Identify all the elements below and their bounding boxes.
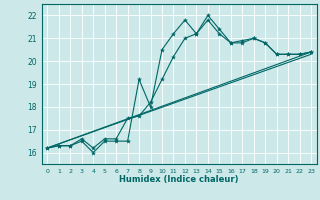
X-axis label: Humidex (Indice chaleur): Humidex (Indice chaleur) — [119, 175, 239, 184]
